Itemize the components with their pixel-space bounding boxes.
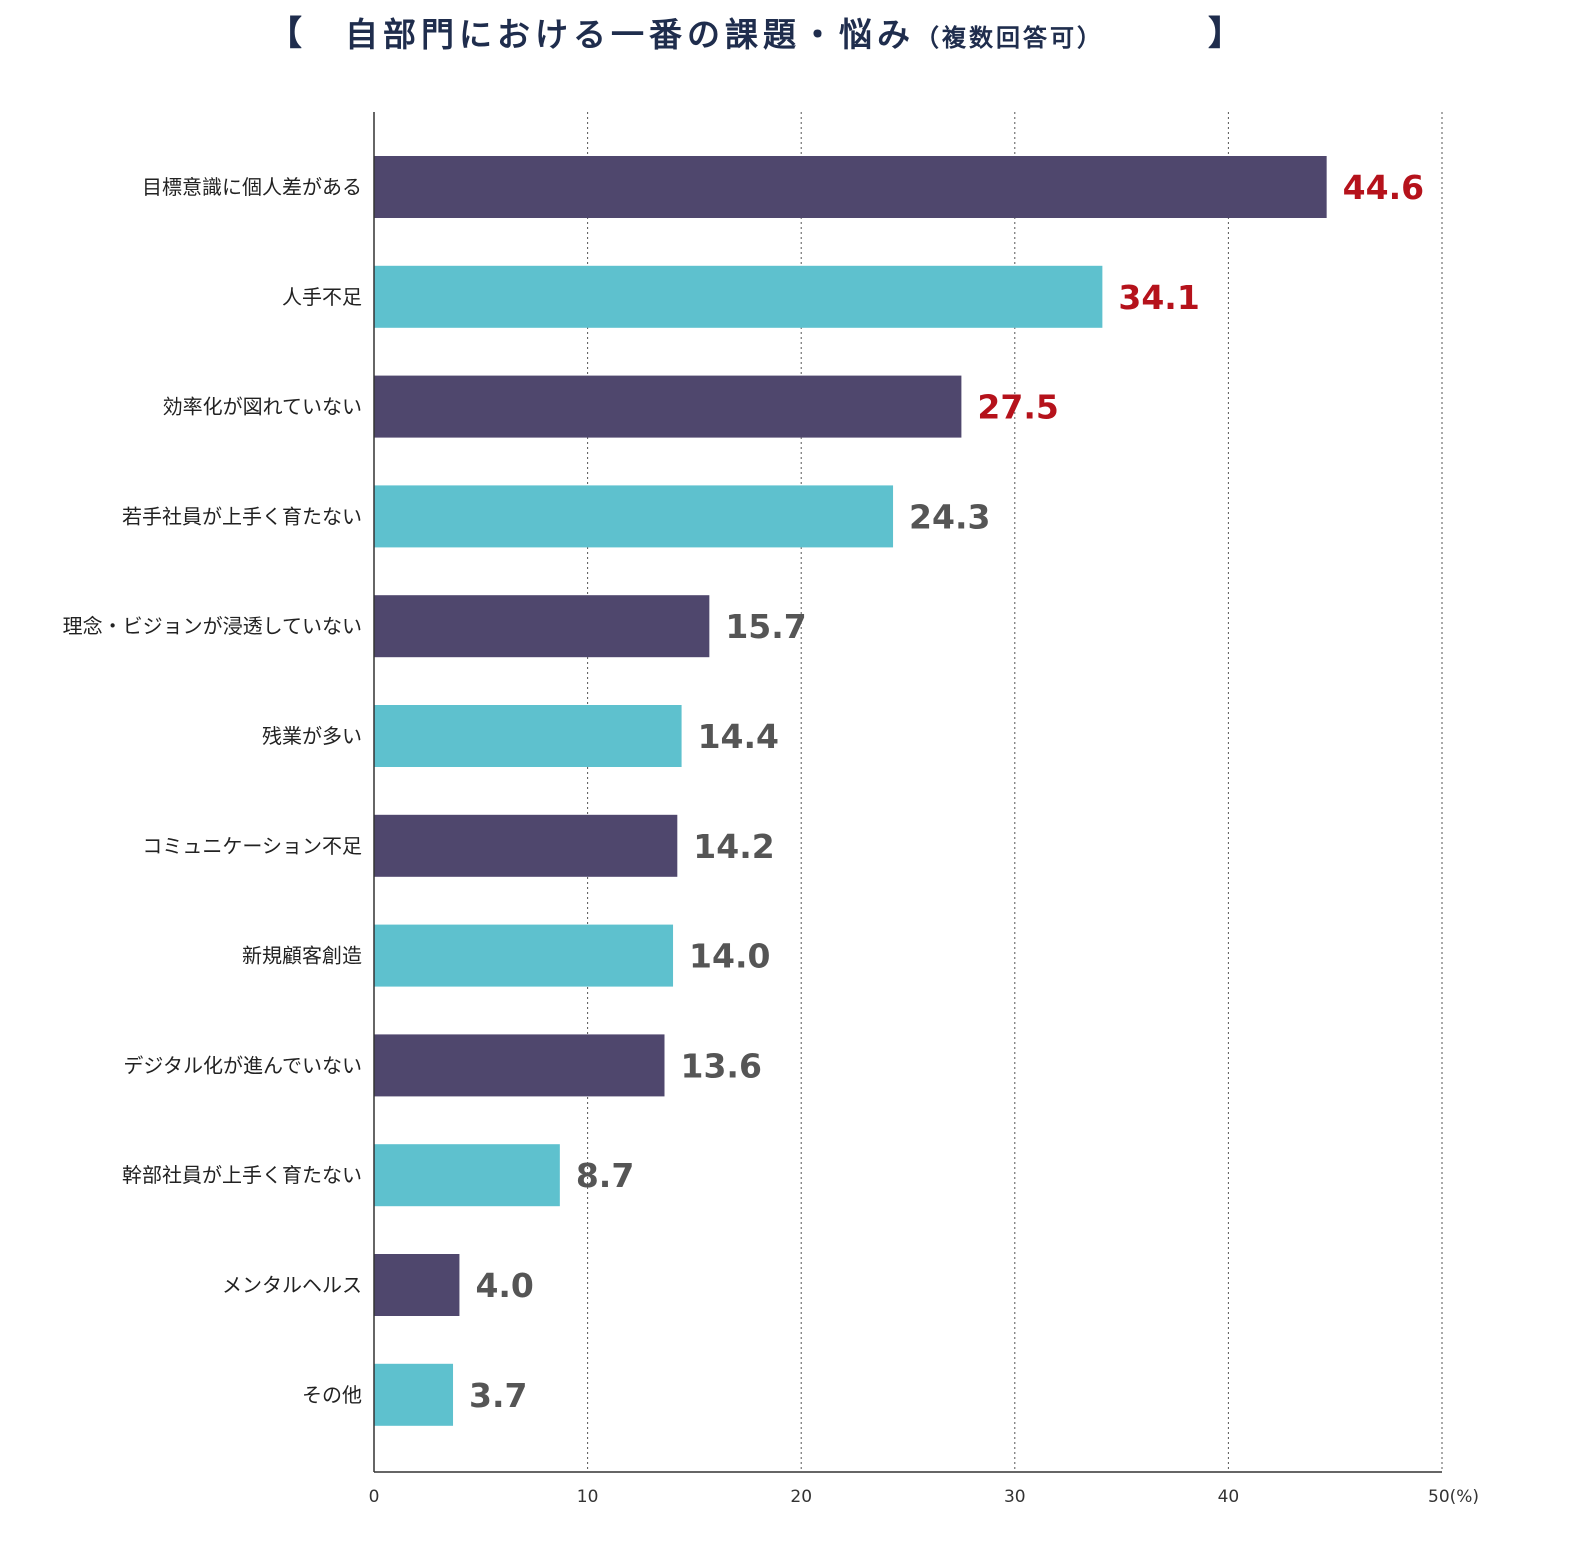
bar-3	[374, 375, 962, 438]
value-label-12: 3.7	[469, 1376, 527, 1415]
value-label-9: 13.6	[680, 1046, 761, 1085]
chart-title: 【 自部門における一番の課題・悩み（複数回答可） 】	[0, 4, 1583, 54]
bar-1	[374, 156, 1327, 218]
title-main-text: 自部門における一番の課題・悩み	[345, 15, 915, 54]
x-tick-label-10: 10	[577, 1487, 599, 1507]
bar-7	[374, 814, 678, 877]
bar-8	[374, 924, 674, 987]
title-close-bracket: 】	[1208, 14, 1242, 54]
bar-5	[374, 595, 710, 658]
category-label-8: 新規顧客創造	[242, 944, 362, 968]
category-label-6: 残業が多い	[262, 724, 362, 748]
bar-6	[374, 705, 682, 767]
value-label-6: 14.4	[698, 717, 779, 756]
bar-11	[374, 1254, 460, 1316]
bar-2	[374, 265, 1103, 328]
category-label-11: メンタルヘルス	[222, 1273, 362, 1297]
x-tick-label-0: 0	[369, 1487, 380, 1507]
category-label-12: その他	[302, 1383, 362, 1407]
value-label-1: 44.6	[1343, 168, 1424, 207]
bar-12	[374, 1363, 454, 1426]
value-label-10: 8.7	[576, 1156, 634, 1195]
category-label-9: デジタル化が進んでいない	[123, 1053, 362, 1077]
value-label-2: 34.1	[1118, 278, 1199, 317]
category-label-10: 幹部社員が上手く育たない	[122, 1163, 362, 1187]
bar-10	[374, 1144, 560, 1207]
value-label-11: 4.0	[475, 1266, 533, 1305]
title-open-bracket: 【	[268, 14, 302, 54]
x-tick-label-50: 50(%)	[1428, 1487, 1479, 1507]
category-label-2: 人手不足	[282, 285, 362, 309]
value-label-8: 14.0	[689, 937, 770, 976]
category-label-1: 目標意識に個人差がある	[142, 175, 362, 199]
bar-4	[374, 485, 894, 548]
title-sub: （複数回答可）	[915, 24, 1104, 52]
bar-9	[374, 1034, 665, 1097]
category-label-3: 効率化が図れていない	[163, 395, 362, 419]
x-tick-label-20: 20	[790, 1487, 812, 1507]
category-label-5: 理念・ビジョンが浸透していない	[63, 614, 362, 638]
x-tick-label-30: 30	[1004, 1487, 1026, 1507]
category-label-7: コミュニケーション不足	[142, 834, 362, 858]
value-label-5: 15.7	[725, 607, 806, 646]
category-label-4: 若手社員が上手く育たない	[122, 504, 362, 528]
value-label-7: 14.2	[693, 827, 774, 866]
title-main: 自部門における一番の課題・悩み（複数回答可）	[345, 8, 1104, 56]
value-label-4: 24.3	[909, 497, 990, 536]
x-tick-label-40: 40	[1218, 1487, 1240, 1507]
value-label-3: 27.5	[977, 388, 1058, 427]
